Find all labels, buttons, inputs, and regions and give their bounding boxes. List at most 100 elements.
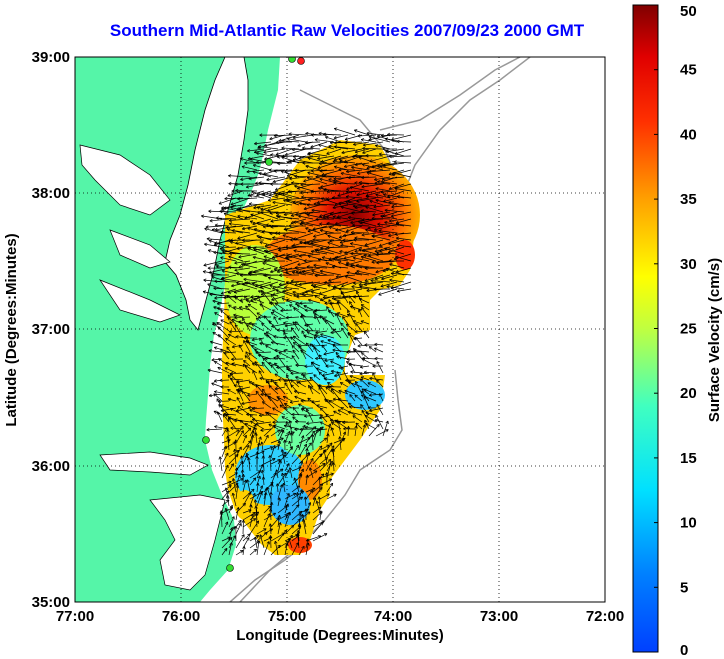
velocity-arrow-head bbox=[318, 187, 321, 191]
velocity-arrow bbox=[237, 232, 258, 239]
velocity-arrow-head bbox=[282, 290, 286, 294]
velocity-arrow bbox=[264, 250, 279, 255]
velocity-arrow-head bbox=[209, 395, 213, 398]
velocity-arrow bbox=[293, 307, 307, 318]
velocity-arrow-head bbox=[339, 237, 343, 239]
velocity-arrow bbox=[279, 404, 293, 416]
velocity-arrow bbox=[349, 394, 356, 402]
velocity-arrow-head bbox=[227, 389, 230, 393]
velocity-arrow-head bbox=[214, 390, 218, 392]
velocity-arrow-head bbox=[381, 278, 385, 281]
velocity-arrow-head bbox=[216, 301, 220, 305]
velocity-arrow-head bbox=[261, 469, 265, 473]
velocity-arrow bbox=[235, 239, 258, 244]
velocity-arrow bbox=[388, 246, 405, 253]
velocity-arrow bbox=[228, 516, 235, 528]
velocity-arrow bbox=[328, 299, 335, 311]
velocity-arrow-head bbox=[227, 240, 231, 243]
velocity-arrow-head bbox=[276, 365, 280, 368]
velocity-arrow-head bbox=[280, 170, 284, 174]
velocity-arrow-head bbox=[276, 271, 281, 274]
plot-frame bbox=[74, 56, 606, 603]
velocity-arrow bbox=[214, 391, 230, 395]
velocity-arrow-head bbox=[213, 287, 217, 291]
velocity-arrow bbox=[295, 364, 307, 367]
velocity-arrow bbox=[254, 348, 265, 360]
velocity-arrow bbox=[230, 378, 244, 381]
velocity-arrow-head bbox=[346, 271, 350, 273]
velocity-arrow-head bbox=[252, 164, 256, 168]
velocity-arrow-head bbox=[278, 140, 282, 143]
velocity-arrow bbox=[290, 336, 300, 346]
velocity-arrow-head bbox=[303, 206, 307, 210]
velocity-arrow-head bbox=[396, 243, 400, 246]
velocity-arrow bbox=[235, 425, 244, 437]
velocity-arrow-head bbox=[299, 191, 303, 194]
velocity-arrow-head bbox=[225, 361, 229, 363]
velocity-arrow bbox=[298, 489, 303, 500]
velocity-arrow bbox=[298, 281, 321, 286]
velocity-arrow-head bbox=[341, 152, 345, 155]
velocity-arrow-head bbox=[273, 192, 276, 195]
velocity-arrow-head bbox=[341, 438, 345, 440]
velocity-arrow-head bbox=[305, 142, 309, 145]
velocity-arrow-head bbox=[358, 248, 362, 250]
velocity-arrow-head bbox=[269, 212, 273, 215]
velocity-arrow bbox=[300, 221, 321, 227]
velocity-arrow-head bbox=[270, 535, 273, 539]
velocity-arrow-head bbox=[229, 331, 233, 334]
velocity-arrow-head bbox=[252, 477, 256, 480]
velocity-arrow-head bbox=[317, 476, 320, 480]
velocity-arrow bbox=[391, 204, 412, 208]
grid-lines bbox=[75, 57, 605, 602]
velocity-arrow-head bbox=[219, 378, 223, 381]
velocity-arrow-head bbox=[265, 334, 268, 338]
velocity-arrow-head bbox=[260, 209, 264, 212]
velocity-arrow bbox=[255, 432, 258, 444]
velocity-arrow-head bbox=[300, 220, 304, 223]
velocity-arrow bbox=[223, 213, 244, 220]
velocity-arrow-head bbox=[338, 261, 341, 265]
velocity-arrow bbox=[289, 400, 300, 403]
velocity-arrow-head bbox=[248, 321, 252, 324]
velocity-arrow bbox=[341, 366, 349, 381]
velocity-arrow-head bbox=[363, 371, 367, 375]
velocity-arrow bbox=[213, 287, 230, 290]
velocity-arrow-head bbox=[325, 533, 328, 537]
velocity-arrow-head bbox=[243, 337, 247, 340]
velocity-arrow-head bbox=[294, 174, 298, 177]
velocity-arrow-head bbox=[291, 432, 294, 436]
velocity-arrow-head bbox=[262, 261, 266, 264]
velocity-arrow-head bbox=[337, 409, 341, 413]
velocity-arrow bbox=[266, 176, 286, 181]
velocity-arrow-head bbox=[259, 337, 263, 340]
velocity-arrow-head bbox=[231, 542, 233, 546]
velocity-arrow-head bbox=[341, 284, 344, 287]
velocity-arrow-head bbox=[260, 210, 264, 213]
velocity-arrow-head bbox=[338, 398, 340, 402]
velocity-arrow-head bbox=[258, 235, 262, 238]
velocity-arrow-head bbox=[304, 427, 308, 430]
velocity-arrow bbox=[249, 414, 258, 423]
velocity-arrow bbox=[384, 221, 405, 227]
velocity-arrow-head bbox=[223, 412, 227, 415]
velocity-arrow-head bbox=[327, 433, 330, 437]
velocity-arrow-head bbox=[342, 238, 346, 241]
velocity-arrow-head bbox=[368, 346, 371, 350]
velocity-arrow-head bbox=[343, 438, 345, 442]
velocity-arrow-head bbox=[290, 384, 292, 388]
velocity-arrow-head bbox=[278, 250, 282, 252]
velocity-arrow bbox=[220, 274, 237, 280]
velocity-arrow-head bbox=[208, 349, 212, 351]
velocity-arrow bbox=[294, 169, 314, 171]
velocity-arrow-head bbox=[209, 218, 213, 222]
velocity-arrow-head bbox=[273, 335, 277, 337]
velocity-arrow bbox=[354, 204, 377, 209]
velocity-arrow-head bbox=[231, 516, 235, 519]
velocity-arrow bbox=[314, 309, 328, 312]
velocity-arrow-head bbox=[336, 356, 340, 359]
velocity-arrow bbox=[270, 502, 273, 514]
velocity-arrow bbox=[361, 358, 377, 367]
velocity-arrow-head bbox=[231, 189, 235, 192]
velocity-arrow-head bbox=[375, 145, 378, 148]
